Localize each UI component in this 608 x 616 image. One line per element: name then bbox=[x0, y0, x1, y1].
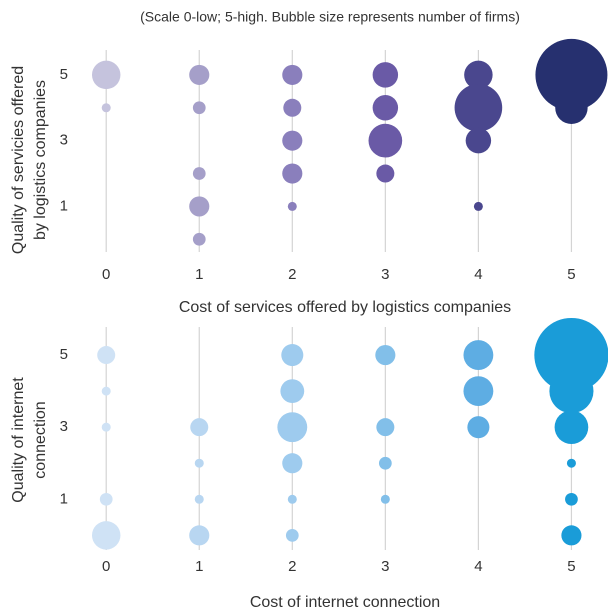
bubble bbox=[287, 201, 297, 211]
bubble bbox=[282, 163, 303, 184]
bubble bbox=[190, 418, 209, 437]
x-tick-label: 1 bbox=[195, 266, 203, 283]
bubble bbox=[535, 38, 608, 111]
bubble bbox=[566, 458, 576, 468]
bubble bbox=[192, 101, 206, 115]
bubble bbox=[91, 60, 121, 90]
y-tick-label: 5 bbox=[60, 346, 68, 363]
bubble bbox=[285, 528, 299, 542]
x-tick-label: 4 bbox=[474, 266, 482, 283]
bubble bbox=[192, 167, 206, 180]
bubble bbox=[465, 127, 492, 154]
y-tick-label: 1 bbox=[60, 490, 68, 507]
bubble bbox=[97, 346, 116, 365]
bubble bbox=[282, 130, 303, 151]
bubble bbox=[287, 494, 297, 504]
bubble bbox=[280, 379, 305, 404]
x-tick-label: 3 bbox=[381, 558, 389, 575]
subtitle: (Scale 0-low; 5-high. Bubble size repres… bbox=[140, 9, 520, 25]
bubble bbox=[464, 60, 493, 90]
bubble bbox=[281, 344, 304, 367]
x-tick-label: 0 bbox=[102, 558, 110, 575]
y-axis-label: by logistics companies bbox=[32, 80, 49, 240]
x-tick-label: 5 bbox=[567, 558, 575, 575]
bubble bbox=[376, 418, 395, 437]
y-tick-label: 3 bbox=[60, 418, 68, 435]
bubble bbox=[101, 103, 111, 113]
bubble bbox=[561, 525, 582, 546]
bubble bbox=[554, 410, 589, 445]
bubble bbox=[368, 123, 403, 158]
y-tick-label: 5 bbox=[60, 66, 68, 83]
bubble bbox=[101, 422, 111, 432]
bubble bbox=[189, 525, 210, 546]
x-tick-label: 2 bbox=[288, 558, 296, 575]
x-tick-label: 0 bbox=[102, 266, 110, 283]
bubble bbox=[372, 62, 399, 88]
bubble bbox=[282, 453, 303, 474]
bubble bbox=[192, 232, 206, 246]
bubble bbox=[277, 412, 308, 443]
bubble bbox=[372, 95, 399, 121]
x-tick-label: 2 bbox=[288, 266, 296, 283]
bubble bbox=[380, 494, 390, 504]
y-axis-label: connection bbox=[32, 401, 49, 478]
y-axis-label: Quality of internet bbox=[10, 377, 27, 503]
bubble bbox=[375, 344, 396, 366]
bubble bbox=[101, 386, 111, 396]
x-axis-label: Cost of internet connection bbox=[250, 594, 440, 611]
bubble bbox=[99, 492, 113, 506]
bubble bbox=[91, 521, 121, 550]
bubble bbox=[454, 83, 503, 132]
bubble bbox=[376, 164, 395, 183]
bubble bbox=[463, 340, 494, 370]
bubble bbox=[283, 98, 302, 117]
y-tick-label: 3 bbox=[60, 132, 68, 149]
bubble bbox=[549, 369, 594, 414]
x-tick-label: 4 bbox=[474, 558, 482, 575]
bubble bbox=[555, 91, 588, 124]
y-axis-label: Quality of servicies offered bbox=[10, 66, 27, 254]
bubble bbox=[565, 492, 578, 506]
bubble bbox=[473, 201, 483, 211]
bubble bbox=[534, 317, 608, 393]
bubble bbox=[194, 494, 204, 504]
bubble bbox=[378, 456, 392, 470]
x-axis-label: Cost of services offered by logistics co… bbox=[179, 299, 511, 316]
bubble bbox=[282, 64, 303, 85]
bubble bbox=[463, 376, 494, 407]
bubble bbox=[467, 416, 490, 439]
bubble bbox=[194, 458, 204, 468]
bubble bbox=[189, 196, 210, 217]
x-tick-label: 3 bbox=[381, 266, 389, 283]
y-tick-label: 1 bbox=[60, 197, 68, 214]
x-tick-label: 1 bbox=[195, 558, 203, 575]
x-tick-label: 5 bbox=[567, 266, 575, 283]
bubble bbox=[189, 64, 210, 85]
